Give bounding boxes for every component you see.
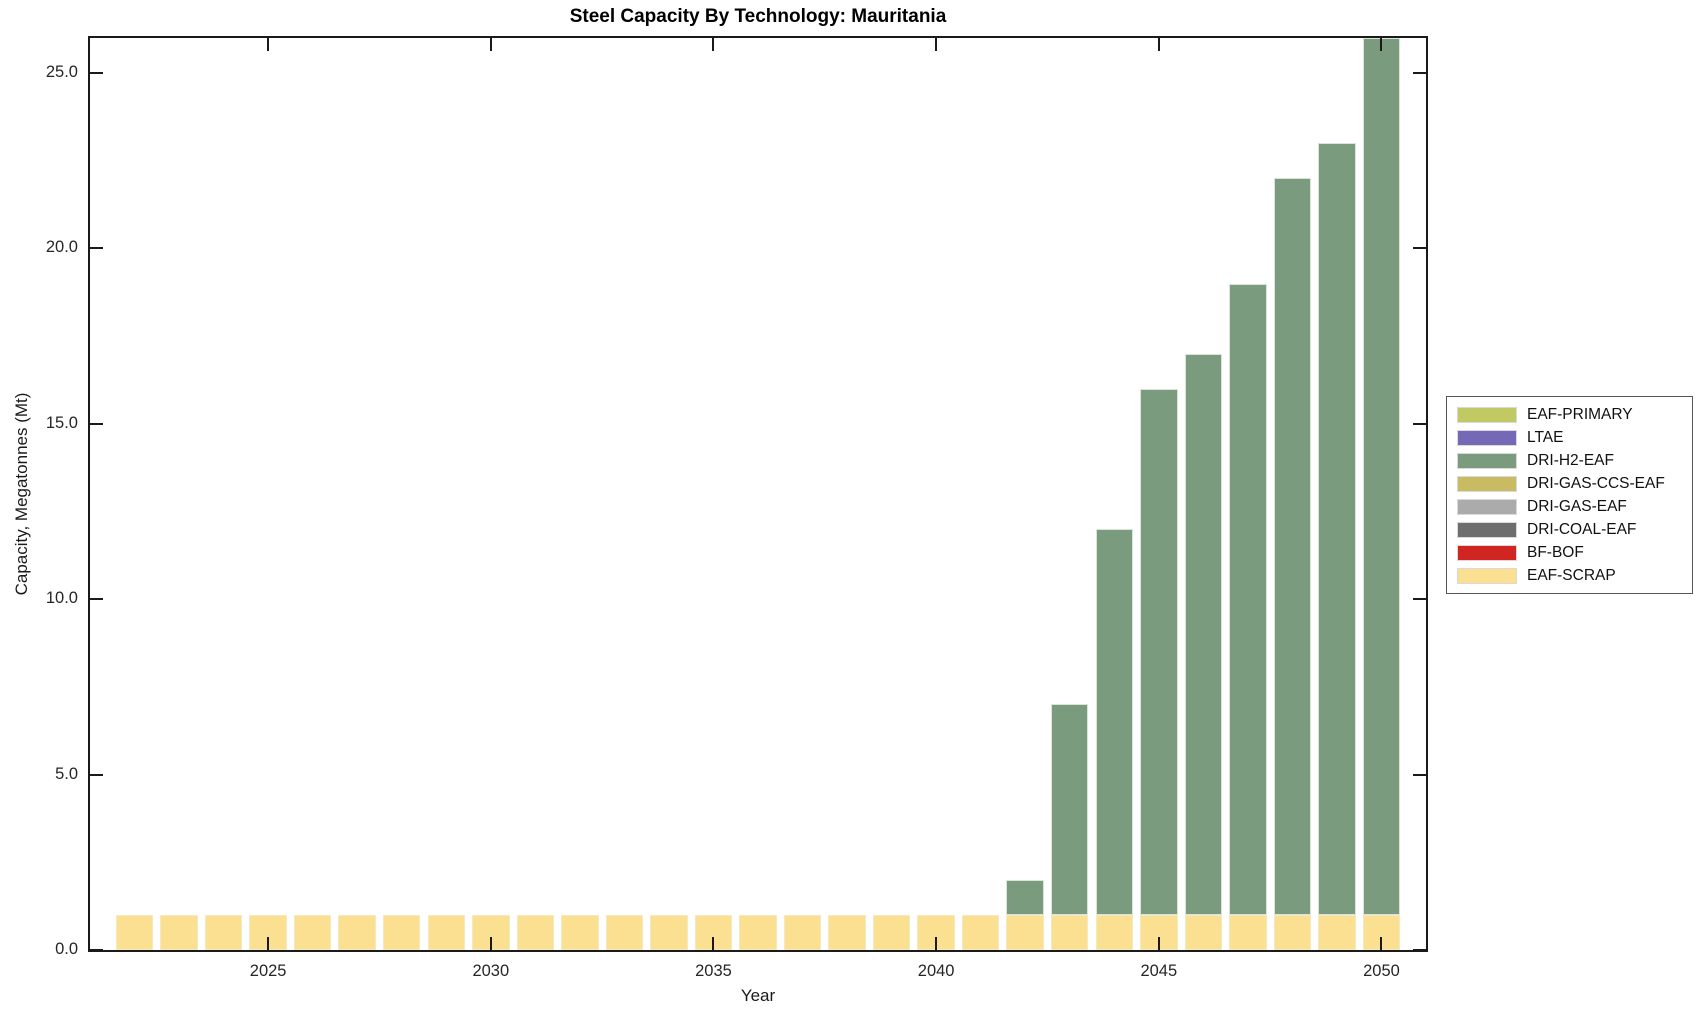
legend-label: DRI-H2-EAF (1527, 451, 1614, 469)
bar-segment-EAF-SCRAP-2039 (872, 914, 911, 950)
bar-segment-EAF-SCRAP-2044 (1095, 914, 1133, 950)
bar-segment-EAF-SCRAP-2042 (1006, 914, 1044, 950)
y-tick (90, 773, 103, 776)
y-tick-label: 5.0 (55, 764, 78, 783)
x-tick (1380, 38, 1383, 51)
legend-item: DRI-COAL-EAF (1457, 521, 1682, 538)
x-tick-label: 2030 (472, 962, 510, 980)
bar-segment-DRI-H2-EAF-2043 (1051, 704, 1089, 915)
x-tick-label: 2040 (917, 962, 955, 980)
bar-segment-DRI-H2-EAF-2045 (1140, 388, 1178, 915)
x-tick (935, 38, 938, 51)
bar-segment-EAF-SCRAP-2026 (293, 914, 332, 950)
x-tick (1380, 937, 1383, 950)
legend-swatch-DRI-COAL-EAF (1457, 521, 1517, 538)
legend-item: EAF-PRIMARY (1457, 406, 1682, 423)
chart-title: Steel Capacity By Technology: Mauritania (569, 6, 947, 27)
bar-segment-DRI-H2-EAF-2042 (1006, 879, 1044, 915)
legend-label: DRI-GAS-CCS-EAF (1527, 474, 1665, 492)
y-tick-label: 15.0 (45, 413, 78, 432)
legend-item: LTAE (1457, 429, 1682, 446)
y-tick (1413, 247, 1426, 250)
legend-item: DRI-GAS-EAF (1457, 498, 1682, 515)
plot-area (88, 36, 1428, 952)
y-tick (1413, 773, 1426, 776)
bar-segment-DRI-H2-EAF-2050 (1362, 38, 1401, 915)
legend-swatch-LTAE (1457, 429, 1517, 446)
bar-segment-EAF-SCRAP-2036 (739, 914, 777, 950)
x-tick-label: 2035 (695, 962, 732, 980)
legend-swatch-EAF-PRIMARY (1457, 406, 1517, 423)
x-tick-label: 2025 (249, 962, 287, 980)
legend-label: EAF-SCRAP (1527, 566, 1616, 584)
bar-segment-EAF-SCRAP-2028 (383, 914, 421, 950)
x-tick (712, 937, 715, 950)
legend-label: DRI-COAL-EAF (1527, 520, 1637, 538)
bar-segment-DRI-H2-EAF-2047 (1229, 283, 1267, 915)
legend: EAF-PRIMARY LTAE DRI-H2-EAF DRI-GAS-CCS-EAF… (1446, 396, 1693, 594)
legend-label: DRI-GAS-EAF (1527, 497, 1627, 515)
bar-segment-DRI-H2-EAF-2046 (1184, 353, 1223, 915)
bar-segment-EAF-SCRAP-2048 (1273, 914, 1312, 950)
legend-label: EAF-PRIMARY (1527, 405, 1633, 423)
y-tick (90, 598, 103, 601)
bar-segment-DRI-H2-EAF-2049 (1318, 143, 1356, 915)
bar-segment-EAF-SCRAP-2043 (1051, 914, 1089, 950)
x-tick (267, 937, 270, 950)
y-tick-label: 25.0 (45, 63, 78, 82)
legend-swatch-EAF-SCRAP (1457, 567, 1517, 584)
x-tick (1157, 38, 1160, 51)
bar-segment-EAF-SCRAP-2037 (783, 914, 822, 950)
x-tick-label: 2045 (1140, 962, 1178, 980)
legend-label: BF-BOF (1527, 543, 1584, 561)
legend-item: EAF-SCRAP (1457, 567, 1682, 584)
y-tick (1413, 72, 1426, 75)
y-tick-label: 0.0 (55, 940, 78, 958)
bar-segment-EAF-SCRAP-2034 (650, 914, 688, 950)
x-tick (267, 38, 270, 51)
bar-segment-EAF-SCRAP-2033 (605, 914, 644, 950)
x-axis-label: Year (740, 986, 776, 1005)
bar-segment-EAF-SCRAP-2027 (338, 914, 376, 950)
legend-swatch-DRI-GAS-CCS-EAF (1457, 475, 1517, 492)
x-tick-label: 2050 (1363, 962, 1400, 980)
bar-segment-EAF-SCRAP-2041 (961, 914, 1000, 950)
bar-segment-EAF-SCRAP-2023 (160, 914, 198, 950)
legend-swatch-BF-BOF (1457, 544, 1517, 561)
legend-swatch-DRI-GAS-EAF (1457, 498, 1517, 515)
bar-segment-DRI-H2-EAF-2048 (1273, 178, 1312, 915)
y-tick (1413, 949, 1426, 951)
bar-segment-EAF-SCRAP-2046 (1184, 914, 1223, 950)
bar-segment-DRI-H2-EAF-2044 (1095, 529, 1133, 915)
legend-item: DRI-GAS-CCS-EAF (1457, 475, 1682, 492)
bar-segment-EAF-SCRAP-2031 (516, 914, 555, 950)
legend-label: LTAE (1527, 428, 1564, 446)
legend-swatch-DRI-H2-EAF (1457, 452, 1517, 469)
y-tick (1413, 422, 1426, 425)
y-tick (1413, 598, 1426, 601)
x-tick (935, 937, 938, 950)
bar-segment-EAF-SCRAP-2049 (1318, 914, 1356, 950)
y-tick-label: 10.0 (45, 589, 78, 608)
bar-segment-EAF-SCRAP-2047 (1229, 914, 1267, 950)
legend-item: DRI-H2-EAF (1457, 452, 1682, 469)
x-tick (1157, 937, 1160, 950)
x-tick (489, 937, 492, 950)
bar-segment-EAF-SCRAP-2038 (828, 914, 866, 950)
y-tick (90, 72, 103, 75)
bar-segment-EAF-SCRAP-2029 (427, 914, 465, 950)
bar-segment-EAF-SCRAP-2022 (115, 914, 154, 950)
y-tick (90, 422, 103, 425)
bar-segment-EAF-SCRAP-2024 (204, 914, 243, 950)
y-tick-label: 20.0 (45, 238, 78, 257)
y-tick (90, 247, 103, 250)
y-tick (90, 949, 103, 951)
x-tick (489, 38, 492, 51)
x-tick (712, 38, 715, 51)
legend-item: BF-BOF (1457, 544, 1682, 561)
bar-segment-EAF-SCRAP-2032 (561, 914, 599, 950)
